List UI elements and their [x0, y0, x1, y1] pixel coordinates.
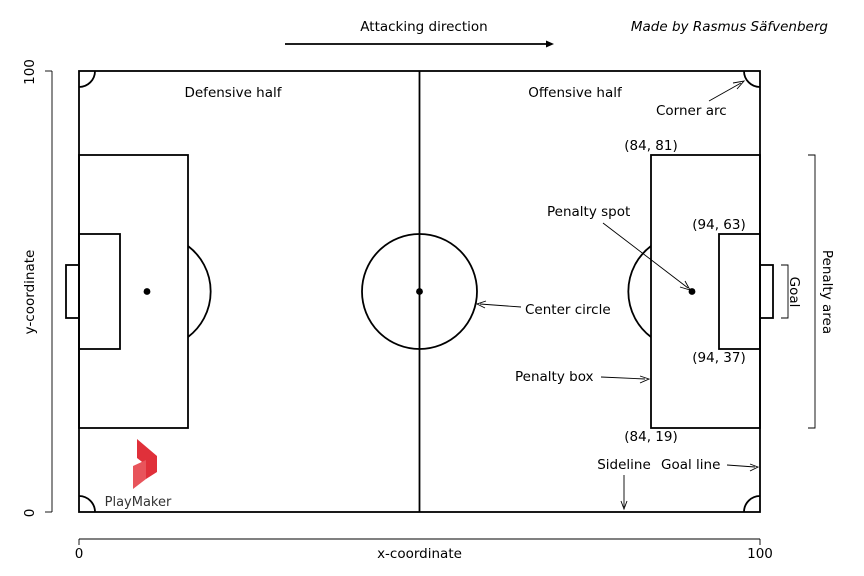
penalty-arc-left — [187, 245, 212, 338]
penalty-spot-left — [143, 288, 151, 295]
goal-left — [65, 264, 80, 319]
goal-right — [759, 264, 774, 319]
penalty-area-bracket — [808, 154, 816, 429]
x-axis — [78, 538, 761, 545]
y-axis-label: y-coordinate — [22, 250, 38, 335]
coord-84-19: (84, 19) — [624, 429, 677, 445]
y-tick-max: 100 — [22, 59, 38, 85]
corner-arc-bottom-right — [743, 495, 761, 513]
goal-area-right — [718, 233, 761, 350]
center-circle-label: Center circle — [525, 302, 611, 318]
playmaker-logo-text: PlayMaker — [105, 495, 172, 510]
center-circle-arrow — [475, 300, 522, 309]
goal-area-left — [78, 233, 121, 350]
defensive-half-label: Defensive half — [184, 85, 282, 101]
coord-94-63: (94, 63) — [692, 217, 745, 233]
goal-bracket — [781, 264, 789, 319]
corner-arc-top-left — [78, 70, 96, 88]
credit-text: Made by Rasmus Säfvenberg — [631, 19, 829, 35]
goal-line-arrow — [726, 463, 760, 472]
attacking-direction-arrow — [285, 40, 554, 48]
penalty-box-label: Penalty box — [515, 369, 594, 385]
y-axis — [45, 70, 53, 513]
y-tick-min: 0 — [22, 509, 38, 518]
penalty-arc-right — [627, 245, 652, 338]
penalty-spot-label: Penalty spot — [547, 204, 630, 220]
penalty-area-label: Penalty area — [819, 250, 835, 334]
attacking-direction-label: Attacking direction — [360, 19, 487, 35]
center-circle — [361, 233, 478, 350]
goal-line-label: Goal line — [661, 457, 720, 473]
offensive-half-label: Offensive half — [528, 85, 623, 101]
x-tick-min: 0 — [75, 546, 84, 562]
coord-84-81: (84, 81) — [624, 138, 677, 154]
playmaker-logo-icon — [137, 439, 157, 479]
playmaker-logo: PlayMaker — [105, 439, 172, 510]
penalty-box-left — [78, 154, 189, 429]
x-tick-max: 100 — [747, 546, 773, 562]
coord-94-37: (94, 37) — [692, 350, 745, 366]
sideline-arrow — [620, 475, 628, 511]
sideline-label: Sideline — [597, 457, 651, 473]
penalty-spot-arrow — [602, 222, 691, 291]
penalty-box-arrow — [600, 375, 651, 384]
goal-label: Goal — [786, 277, 802, 308]
x-axis-label: x-coordinate — [377, 546, 462, 562]
penalty-box-right — [650, 154, 761, 429]
corner-arc-bottom-left — [78, 495, 96, 513]
corner-arc-arrow — [708, 80, 746, 102]
center-spot — [416, 288, 423, 295]
corner-arc-label: Corner arc — [656, 103, 727, 119]
corner-arc-top-right — [743, 70, 761, 88]
